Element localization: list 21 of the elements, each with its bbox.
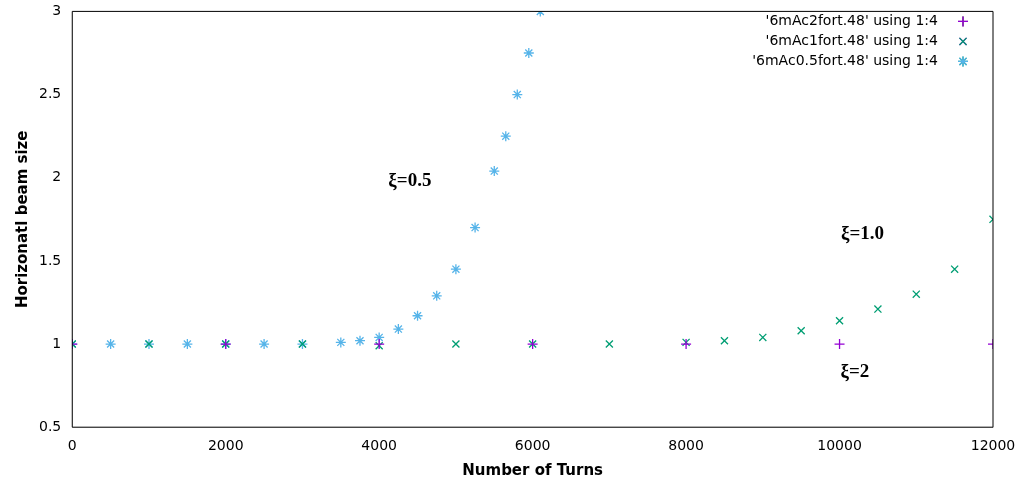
y-tick-label: 2 xyxy=(52,168,62,185)
x-tick-label: 10000 xyxy=(817,437,862,454)
y-tick-label: 1.5 xyxy=(39,251,62,268)
y-tick-label: 0.5 xyxy=(39,417,62,434)
x-axis-title: Number of Turns xyxy=(462,460,604,479)
y-tick-label: 2.5 xyxy=(39,85,62,102)
annotation: ξ=2 xyxy=(840,360,870,383)
y-tick-label: 1 xyxy=(52,334,62,351)
legend-label: '6mAc2fort.48' using 1:4 xyxy=(765,12,939,29)
x-tick-label: 12000 xyxy=(970,437,1016,454)
annotation: ξ=1.0 xyxy=(841,222,885,245)
annotation: ξ=0.5 xyxy=(388,168,432,191)
x-tick-label: 2000 xyxy=(207,437,244,454)
x-tick-label: 6000 xyxy=(514,437,551,454)
x-tick-label: 4000 xyxy=(361,437,397,454)
legend-label: '6mAc0.5fort.48' using 1:4 xyxy=(752,52,939,69)
legend-label: '6mAc1fort.48' using 1:4 xyxy=(765,32,939,49)
x-tick-label: 8000 xyxy=(668,437,704,454)
x-tick-label: 0 xyxy=(67,437,77,454)
y-axis-title: Horizonatl beam size xyxy=(12,130,31,309)
y-tick-label: 3 xyxy=(52,2,62,19)
